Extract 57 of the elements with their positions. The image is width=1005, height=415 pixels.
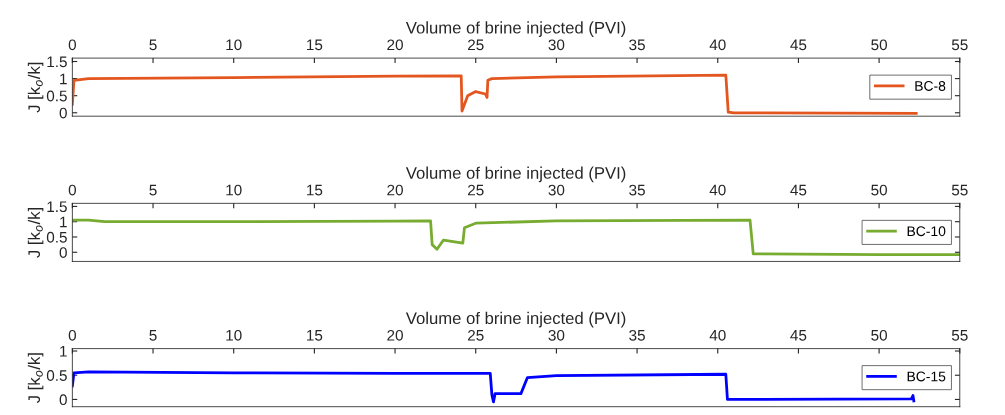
x-axis-title: Volume of brine injected (PVI) — [405, 21, 626, 37]
x-tick-label: 15 — [307, 184, 323, 196]
y-tick-label: 1 — [60, 346, 67, 357]
x-tick-label: 45 — [790, 330, 807, 341]
x-tick-label: 10 — [226, 329, 242, 341]
legend-label: BC-8 — [915, 81, 946, 91]
x-tick-label: 45 — [790, 39, 807, 51]
x-tick-label: 0 — [68, 184, 77, 196]
x-tick-label: 20 — [387, 184, 403, 196]
x-tick-label: 50 — [871, 184, 887, 196]
x-tick-label: 55 — [951, 330, 968, 341]
y-tick-label: 0 — [59, 394, 67, 406]
y-tick-label: 1.5 — [47, 201, 67, 213]
legend-label: BC-15 — [907, 371, 946, 382]
y-axis-title: J [k$_{o}$/k] — [27, 207, 44, 258]
y-tick-label: 0.5 — [46, 370, 67, 381]
x-tick-label: 10 — [226, 184, 242, 196]
x-tick-label: 5 — [149, 39, 157, 51]
x-tick-label: 20 — [387, 39, 403, 51]
x-tick-label: 0 — [68, 329, 77, 341]
y-tick-label: 0.5 — [46, 231, 67, 243]
y-tick-label: 0 — [59, 107, 67, 119]
x-tick-label: 15 — [307, 330, 323, 341]
legend-label: BC-10 — [907, 226, 946, 237]
x-tick-label: 40 — [709, 184, 726, 196]
x-tick-label: 25 — [468, 39, 484, 51]
x-tick-label: 25 — [468, 184, 484, 196]
x-tick-label: 40 — [709, 39, 726, 51]
y-tick-label: 0 — [59, 247, 67, 258]
x-tick-label: 30 — [548, 184, 565, 196]
x-tick-label: 55 — [951, 39, 968, 51]
x-tick-label: 55 — [951, 184, 968, 196]
x-tick-label: 25 — [468, 329, 484, 341]
x-tick-label: 50 — [871, 329, 887, 341]
y-tick-label: 1.5 — [47, 56, 67, 68]
x-tick-label: 35 — [629, 329, 645, 341]
x-tick-label: 45 — [790, 184, 807, 196]
x-tick-label: 10 — [226, 39, 242, 51]
x-tick-label: 35 — [629, 184, 645, 196]
x-tick-label: 50 — [871, 39, 887, 51]
x-tick-label: 20 — [387, 329, 403, 341]
x-tick-label: 0 — [68, 39, 77, 51]
x-tick-label: 5 — [149, 184, 157, 196]
x-tick-label: 35 — [629, 39, 645, 51]
x-axis-title: Volume of brine injected (PVI) — [405, 166, 626, 183]
x-tick-label: 5 — [149, 330, 157, 341]
x-tick-label: 30 — [548, 329, 565, 341]
x-axis-title: Volume of brine injected (PVI) — [405, 311, 626, 328]
y-tick-label: 1 — [60, 73, 67, 85]
y-axis-title: J [k$_{o}$/k] — [27, 62, 44, 113]
line-series — [72, 218, 960, 257]
x-tick-label: 30 — [548, 39, 565, 51]
x-tick-label: 15 — [307, 39, 323, 51]
x-tick-label: 40 — [709, 329, 726, 341]
y-tick-label: 1 — [60, 216, 67, 228]
y-tick-label: 0.5 — [46, 90, 67, 102]
y-axis-title: J [k$_{o}$/k] — [27, 353, 44, 404]
